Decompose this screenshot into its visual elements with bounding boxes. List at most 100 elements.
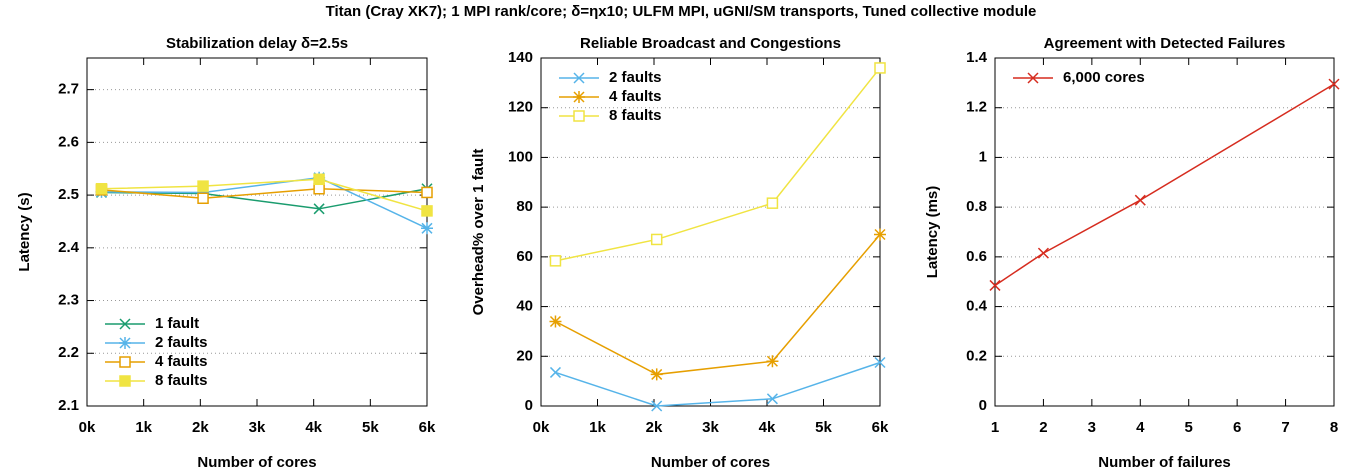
x-tick-label: 5: [1185, 419, 1193, 436]
series-line: [555, 234, 881, 376]
x-tick-label: 8: [1330, 419, 1338, 436]
legend-marker: [573, 72, 585, 84]
series-line: [555, 67, 881, 262]
legend-marker: [573, 91, 585, 103]
data-point: [766, 197, 779, 209]
data-point: [197, 180, 209, 192]
y-tick-label: 2.2: [58, 344, 79, 361]
series-line: [101, 188, 428, 200]
legend-label: 2 faults: [155, 334, 208, 351]
legend-label: 4 faults: [609, 88, 662, 105]
y-tick-label: 2.3: [58, 292, 79, 309]
y-tick-label: 2.6: [58, 133, 79, 150]
figure-title: Titan (Cray XK7); 1 MPI rank/core; δ=ηx1…: [326, 3, 1037, 20]
legend-marker: [119, 375, 131, 387]
y-tick-label: 0.6: [966, 248, 987, 265]
y-tick-label: 140: [508, 49, 533, 66]
data-point: [650, 233, 663, 246]
data-point: [421, 186, 433, 199]
data-point: [421, 222, 433, 235]
y-tick-label: 60: [516, 248, 533, 265]
x-tick-label: 0k: [533, 419, 550, 436]
plot-frame: [994, 57, 1335, 407]
data-point: [313, 173, 325, 186]
x-tick-label: 6: [1233, 419, 1241, 436]
x-tick-label: 4k: [305, 419, 322, 436]
x-tick-label: 2: [1039, 419, 1047, 436]
data-point: [197, 186, 210, 199]
x-tick-label: 0k: [79, 419, 96, 436]
data-point: [651, 400, 663, 412]
series-line: [101, 176, 428, 229]
x-tick-label: 1: [991, 419, 999, 436]
x-tick-label: 5k: [815, 419, 832, 436]
legend-label: 2 faults: [609, 69, 662, 86]
legend-marker: [119, 318, 131, 330]
x-tick-label: 2k: [646, 419, 663, 436]
subplot-title: Reliable Broadcast and Congestions: [580, 35, 841, 52]
y-tick-label: 0: [979, 397, 987, 414]
x-tick-label: 6k: [872, 419, 889, 436]
legend-marker: [119, 337, 131, 349]
legend-marker: [119, 356, 131, 368]
data-point: [650, 368, 663, 381]
y-tick-label: 0.4: [966, 298, 988, 315]
data-point: [421, 205, 433, 217]
data-point: [197, 192, 209, 205]
legend-label: 1 fault: [155, 315, 199, 332]
y-tick-label: 1: [979, 148, 987, 165]
data-point: [1037, 247, 1049, 259]
legend-marker: [573, 110, 585, 122]
series-line: [101, 188, 428, 210]
x-tick-label: 4: [1136, 419, 1145, 436]
y-tick-label: 120: [508, 99, 533, 116]
data-point: [549, 255, 562, 267]
x-axis-label: Number of cores: [197, 454, 316, 471]
x-tick-label: 5k: [362, 419, 379, 436]
data-point: [989, 279, 1001, 291]
subplot-title: Stabilization delay δ=2.5s: [166, 35, 348, 52]
data-point: [313, 183, 325, 195]
y-tick-label: 40: [516, 298, 533, 315]
subplot-title: Agreement with Detected Failures: [1044, 35, 1286, 52]
data-point: [1134, 194, 1146, 206]
data-point: [313, 203, 325, 215]
data-point: [874, 356, 886, 369]
data-point: [549, 366, 561, 378]
y-tick-label: 2.7: [58, 81, 79, 98]
series-line: [555, 361, 881, 407]
x-tick-label: 3k: [702, 419, 719, 436]
data-point: [95, 183, 108, 195]
legend-label: 8 faults: [155, 372, 208, 389]
data-point: [766, 355, 779, 368]
x-tick-label: 6k: [419, 419, 436, 436]
y-tick-label: 1.2: [966, 99, 987, 116]
x-tick-label: 2k: [192, 419, 209, 436]
data-point: [1328, 78, 1340, 90]
legend-label: 4 faults: [155, 353, 208, 370]
series-line: [101, 178, 428, 212]
y-tick-label: 2.5: [58, 186, 79, 203]
y-tick-label: 0.2: [966, 347, 987, 364]
y-axis-label: Overhead% over 1 fault: [470, 149, 487, 316]
data-point: [766, 393, 778, 405]
legend-label: 8 faults: [609, 107, 662, 124]
data-point: [874, 228, 886, 241]
x-tick-label: 1k: [135, 419, 152, 436]
legend-label: 6,000 cores: [1063, 69, 1145, 86]
plot-frame: [86, 57, 428, 407]
data-point: [874, 62, 886, 74]
data-point: [549, 315, 562, 328]
x-axis-label: Number of cores: [651, 454, 770, 471]
x-axis-label: Number of failures: [1098, 454, 1231, 471]
legend-marker: [1027, 72, 1039, 84]
x-tick-label: 4k: [759, 419, 776, 436]
y-tick-label: 20: [516, 347, 533, 364]
y-tick-label: 0.8: [966, 198, 987, 215]
y-tick-label: 1.4: [966, 49, 988, 66]
y-tick-label: 2.4: [58, 239, 80, 256]
x-tick-label: 1k: [589, 419, 606, 436]
y-axis-label: Latency (ms): [924, 186, 941, 279]
x-tick-label: 7: [1281, 419, 1289, 436]
